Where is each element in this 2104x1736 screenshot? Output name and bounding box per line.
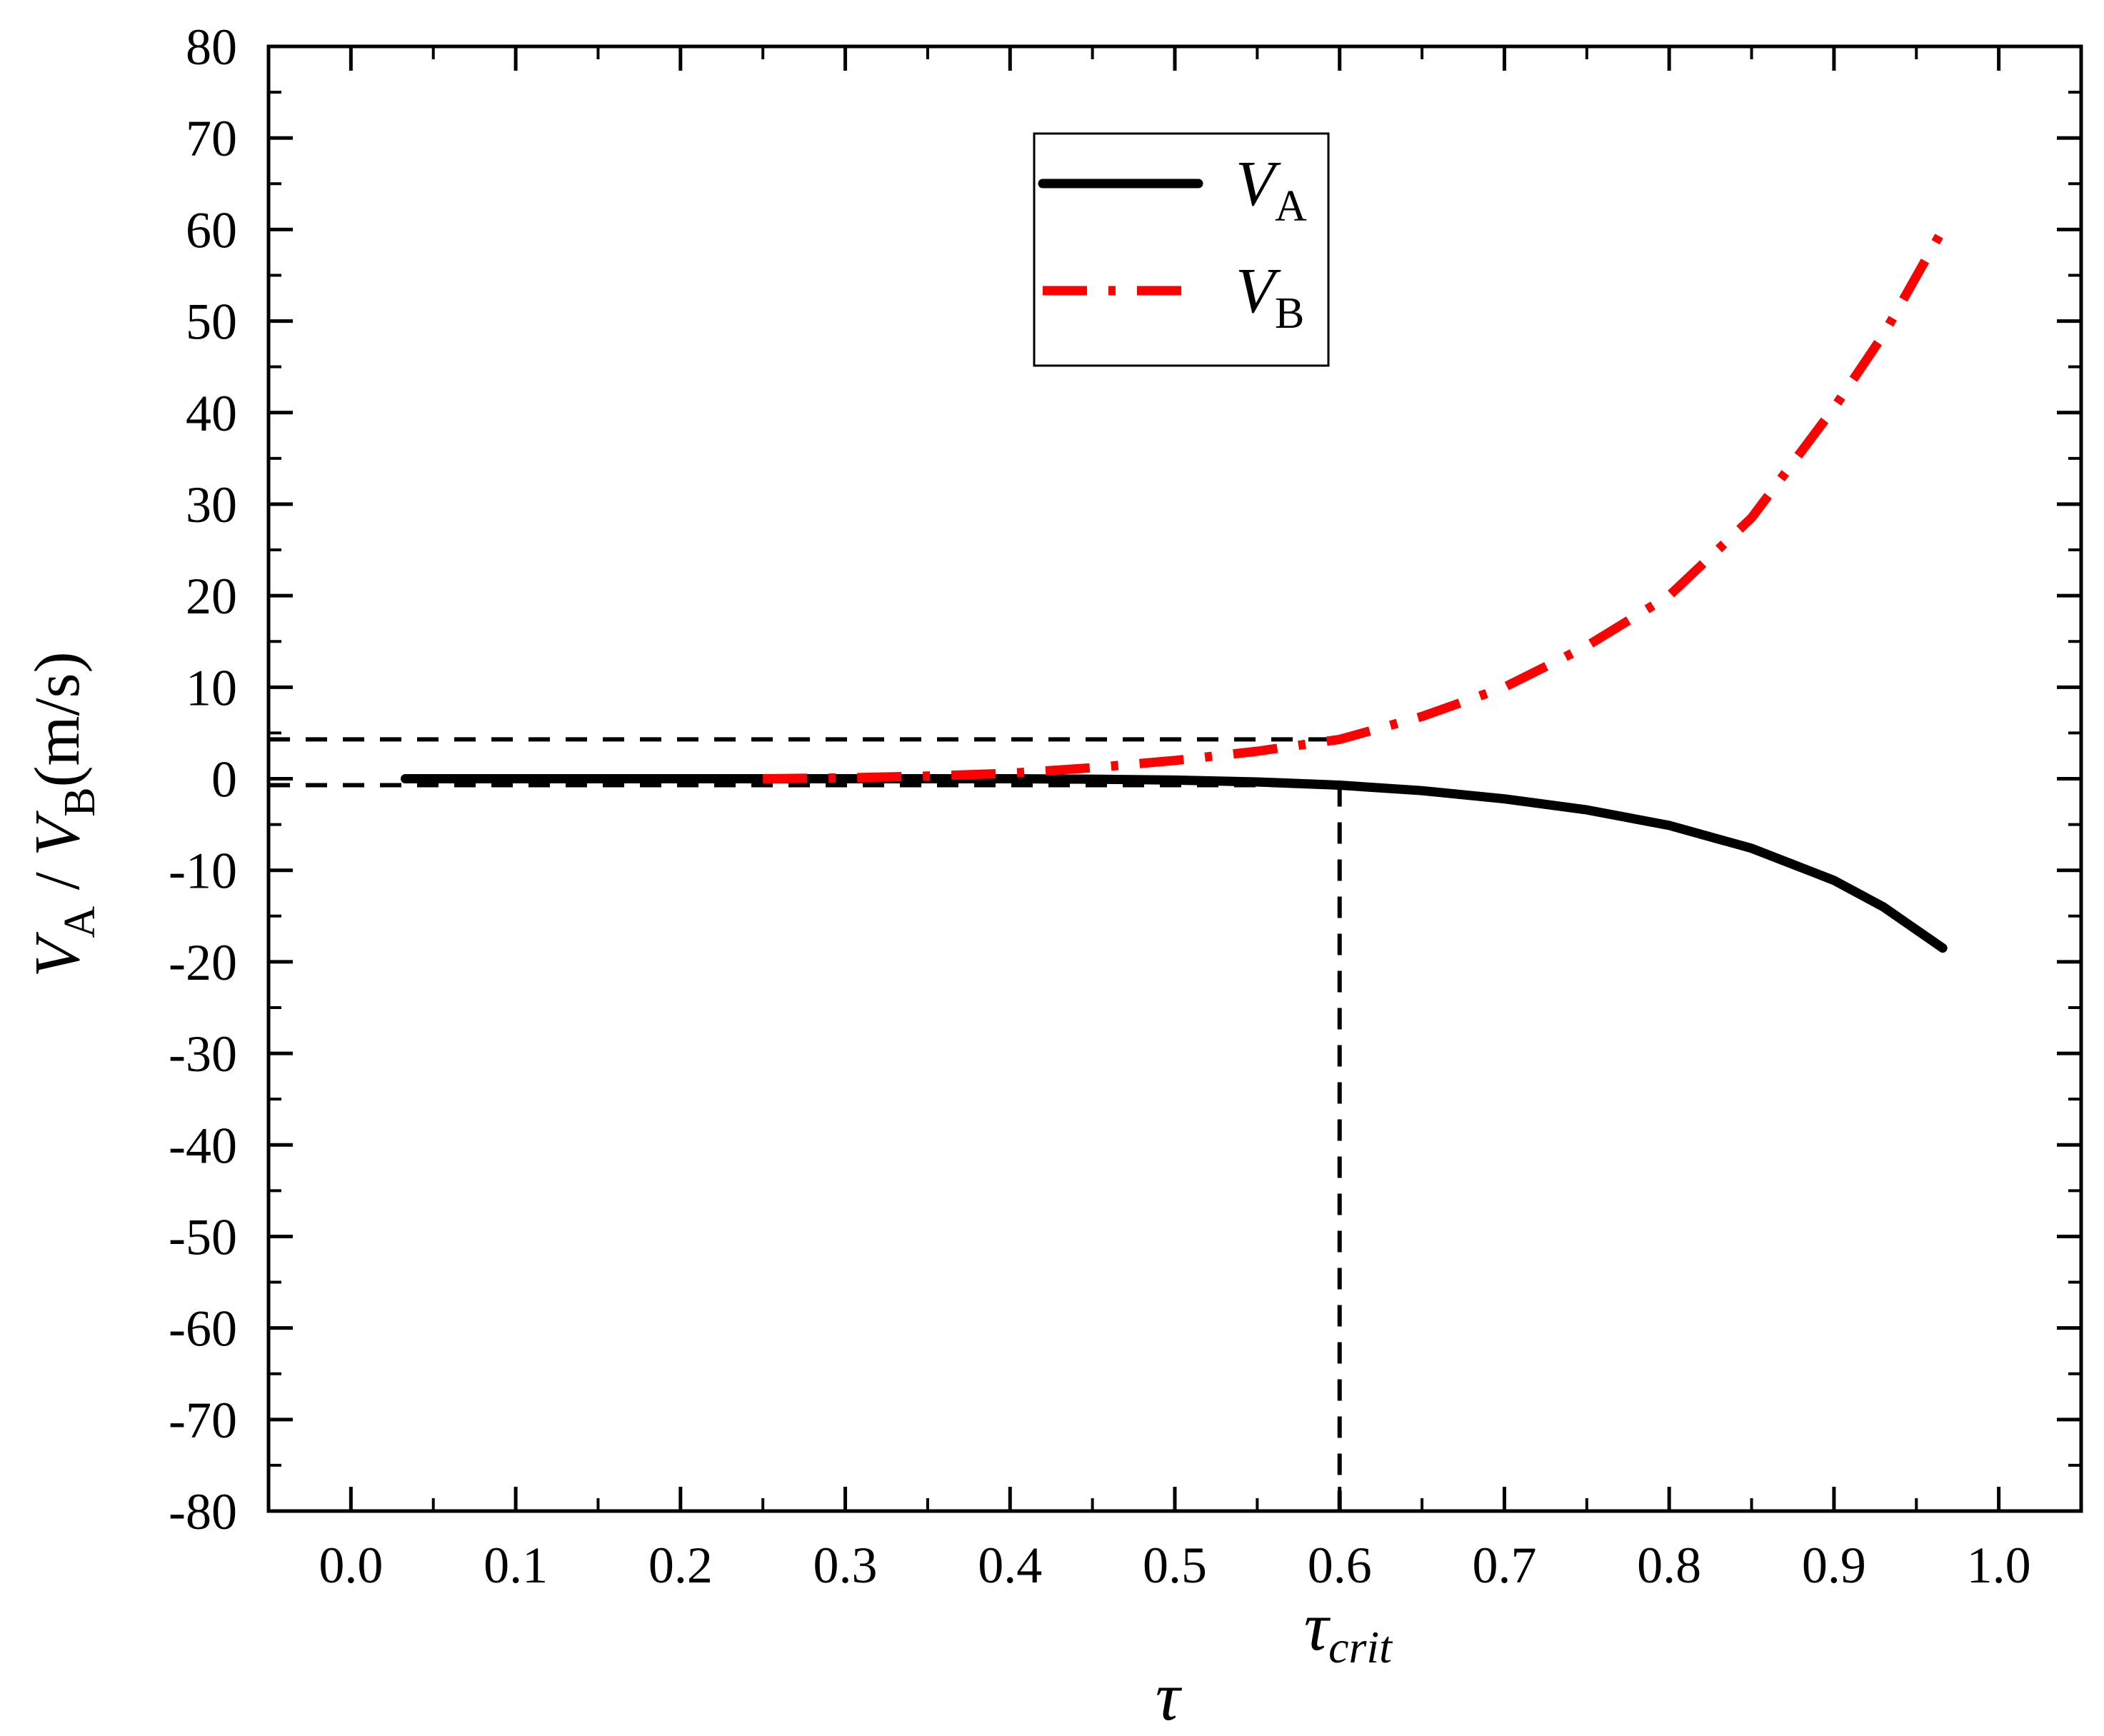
y-tick-label: -30	[169, 1025, 237, 1083]
x-tick-label: 0.9	[1802, 1537, 1866, 1594]
legend-box	[1033, 132, 1330, 367]
x-tick-label: 0.1	[484, 1537, 548, 1594]
legend-vb-main: V	[1236, 256, 1281, 326]
y-title-va-main: V	[22, 932, 93, 978]
y-tick-label: -70	[169, 1392, 237, 1449]
x-tick-label: 0.6	[1308, 1537, 1372, 1594]
legend-va-main: V	[1236, 149, 1281, 219]
legend-vb-sub: B	[1275, 289, 1304, 338]
y-tick-label: 0	[211, 751, 237, 808]
y-tick-label: -20	[169, 934, 237, 991]
legend-label-va: VA	[1236, 149, 1307, 231]
y-tick-label: 40	[186, 385, 237, 442]
y-tick-label: 60	[186, 201, 237, 259]
y-axis-title: VA / VB(m/s)	[22, 651, 104, 977]
reference-lines	[269, 737, 1342, 1511]
ticks-layer	[269, 44, 2081, 1513]
y-title-va-sub: A	[56, 906, 104, 938]
y-tick-label: -10	[169, 843, 237, 900]
y-tick-label: 20	[186, 568, 237, 625]
x-tick-label: 0.5	[1143, 1537, 1207, 1594]
tick-labels: 0.0 0.1 0.2 0.3 0.4 0.5 0.6 0.7 0.8 0.9 1.0 -80 -70 -…	[169, 19, 2031, 1594]
critical-tau-sub: crit	[1328, 1622, 1393, 1672]
series-vb-line	[763, 227, 1947, 783]
y-tick-label: -50	[169, 1208, 237, 1265]
x-tick-label: 0.8	[1637, 1537, 1701, 1594]
x-axis-title: τ	[1156, 1658, 1183, 1735]
x-tick-label: 0.3	[813, 1537, 878, 1594]
x-tick-label: 0.7	[1472, 1537, 1536, 1594]
x-tick-label: 0.2	[648, 1537, 713, 1594]
y-tick-label: 30	[186, 476, 237, 533]
y-tick-label: -40	[169, 1117, 237, 1174]
y-title-unit: (m/s)	[22, 651, 93, 787]
y-title-vb-main: V	[22, 811, 93, 856]
x-tick-label: 0.0	[319, 1537, 383, 1594]
y-tick-label: 80	[186, 19, 237, 76]
legend-label-vb: VB	[1236, 256, 1304, 338]
series-layer	[401, 227, 1948, 953]
y-title-sep: /	[22, 856, 93, 906]
critical-tau-label: τcrit	[1304, 1588, 1393, 1672]
x-tick-label: 0.4	[978, 1537, 1042, 1594]
y-tick-label: 70	[186, 110, 237, 167]
y-tick-label: 50	[186, 293, 237, 351]
critical-tau-main: τ	[1304, 1588, 1331, 1665]
legend: VA VB	[1033, 132, 1330, 367]
y-tick-label: 10	[186, 659, 237, 716]
legend-va-sub: A	[1275, 182, 1307, 231]
y-tick-label: -60	[169, 1300, 237, 1358]
series-va-line	[401, 774, 1948, 953]
y-tick-label: -80	[169, 1483, 237, 1540]
y-title-vb-sub: B	[56, 787, 104, 816]
x-tick-label: 1.0	[1967, 1537, 2031, 1594]
